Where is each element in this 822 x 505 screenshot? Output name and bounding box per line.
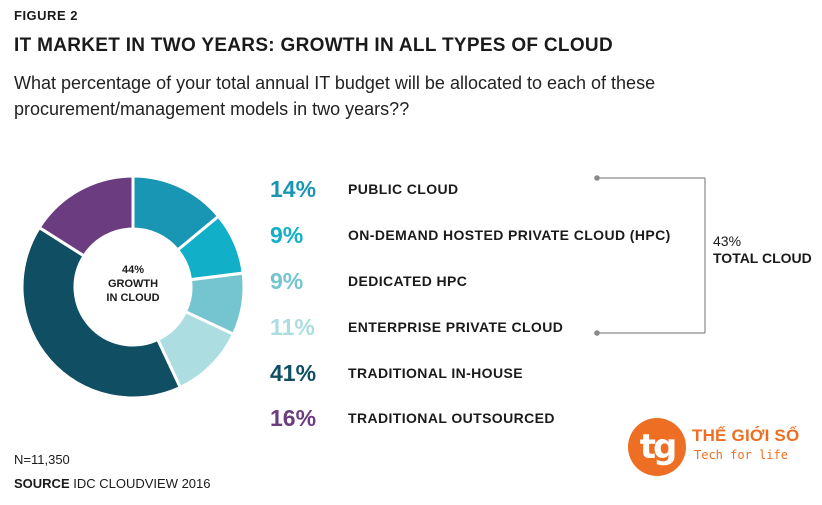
total-cloud-label: 43% TOTAL CLOUD [713, 233, 812, 267]
legend-value: 14% [270, 175, 317, 202]
legend-label: PUBLIC CLOUD [348, 181, 459, 197]
total-cloud-value: 43% [713, 233, 742, 249]
total-cloud-bracket [594, 175, 706, 336]
legend-label: DEDICATED HPC [348, 273, 468, 289]
legend-row: 9% ON-DEMAND HOSTED PRIVATE CLOUD (HPC) [270, 220, 671, 250]
donut-slice-5 [20, 225, 183, 400]
total-cloud-text: TOTAL CLOUD [713, 250, 812, 266]
bracket-bottom-dot [594, 330, 600, 336]
chart-subtitle: What percentage of your total annual IT … [14, 73, 656, 119]
legend-label: ON-DEMAND HOSTED PRIVATE CLOUD (HPC) [348, 227, 671, 243]
legend-value: 16% [270, 404, 317, 431]
legend-label: ENTERPRISE PRIVATE CLOUD [348, 319, 564, 335]
legend-value: 9% [270, 221, 304, 248]
legend-row: 9% DEDICATED HPC [270, 266, 467, 296]
legend-value: 11% [270, 313, 315, 340]
center-line1: GROWTH [108, 278, 158, 290]
legend-row: 14% PUBLIC CLOUD [270, 174, 459, 204]
sample-size: N=11,350 [14, 452, 70, 467]
source-label: SOURCE [14, 476, 70, 491]
legend-label: TRADITIONAL IN-HOUSE [348, 365, 523, 381]
legend-value: 9% [270, 267, 304, 294]
donut-slices [20, 174, 246, 400]
legend-value: 41% [270, 359, 317, 386]
logo-mark: tg [628, 418, 686, 476]
source-line: SOURCE IDC CLOUDVIEW 2016 [14, 476, 211, 491]
brand-logo: tg THẾ GIỚI SỐ Tech for life [628, 418, 818, 478]
logo-tagline: Tech for life [694, 448, 788, 462]
logo-name: THẾ GIỚI SỐ [692, 426, 800, 445]
source-text: IDC CLOUDVIEW 2016 [69, 476, 211, 491]
legend-label: TRADITIONAL OUTSOURCED [348, 410, 555, 426]
donut-slice-6 [37, 174, 135, 258]
figure-label: FIGURE 2 [14, 8, 78, 23]
chart-title: IT MARKET IN TWO YEARS: GROWTH IN ALL TY… [14, 35, 613, 56]
center-line2: IN CLOUD [106, 292, 159, 304]
legend-row: 11% ENTERPRISE PRIVATE CLOUD [270, 312, 563, 342]
center-value: 44% [122, 264, 144, 276]
legend-row: 41% TRADITIONAL IN-HOUSE [270, 358, 523, 388]
legend-row: 16% TRADITIONAL OUTSOURCED [270, 403, 555, 433]
bracket-top-dot [594, 175, 600, 181]
